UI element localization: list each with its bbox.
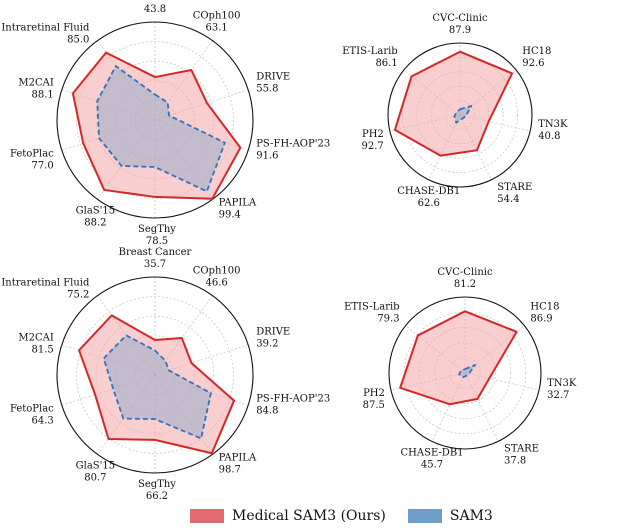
category-label-chase-db1: CHASE-DB1: [397, 186, 460, 197]
category-label-ps-fh-aop-23: PS-FH-AOP'23: [256, 138, 330, 149]
legend-label-sam3: SAM3: [449, 508, 493, 524]
value-label-hc18: 86.9: [530, 314, 552, 325]
category-label-hc18: HC18: [530, 302, 559, 313]
category-label-tn3k: TN3K: [547, 378, 577, 389]
category-label-etis-larib: ETIS-Larib: [342, 46, 398, 57]
value-label-segthy: 66.2: [146, 491, 168, 502]
category-label-m2cai: M2CAI: [18, 78, 53, 89]
value-label-chase-db1: 62.6: [418, 198, 440, 209]
category-label-glas-15: GlaS'15: [76, 460, 115, 471]
outer-ring: [56, 21, 254, 219]
category-label-stare: STARE: [504, 443, 539, 454]
value-label-cvc-clinic: 81.2: [454, 279, 476, 290]
series-sam3-polygon: [102, 334, 212, 440]
category-label-drive: DRIVE: [256, 72, 290, 83]
series-sam3-polygon: [96, 65, 226, 193]
value-label-tn3k: 40.8: [538, 131, 560, 142]
category-label-stare: STARE: [497, 182, 532, 193]
value-label-etis-larib: 79.3: [377, 314, 399, 325]
category-label-m2cai: M2CAI: [18, 333, 53, 344]
value-label-tn3k: 32.7: [547, 390, 569, 401]
outer-ring: [56, 276, 254, 474]
series-sam3-polygon: [458, 364, 477, 379]
value-label-coph100: 46.6: [205, 278, 227, 289]
category-label-segthy: SegThy: [138, 479, 176, 490]
value-label-coph100: 63.1: [205, 23, 227, 34]
value-label-intraretinal-fluid: 75.2: [67, 290, 89, 301]
category-label-ph2: PH2: [363, 388, 385, 399]
value-label-papila: 99.4: [219, 209, 241, 220]
value-label-fetoplac: 64.3: [32, 415, 54, 426]
series-sam3-polygon: [453, 105, 473, 124]
value-label-ph2: 87.5: [363, 400, 385, 411]
category-label-cvc-clinic: CVC-Clinic: [437, 267, 493, 278]
series-medical-sam3-polygon: [399, 310, 518, 406]
category-label-glas-15: GlaS'15: [76, 205, 115, 216]
category-label-papila: PAPILA: [219, 197, 257, 208]
outer-ring: [387, 42, 533, 188]
value-label-segthy: 78.5: [146, 236, 168, 247]
outer-ring: [388, 296, 542, 450]
legend-item-ours: Medical SAM3 (Ours): [190, 508, 386, 524]
value-label-stare: 54.4: [497, 194, 519, 205]
category-label-tn3k: TN3K: [538, 119, 568, 130]
value-label-hc18: 92.6: [522, 58, 544, 69]
category-label-fetoplac: FetoPlac: [10, 403, 54, 414]
series-medical-sam3-polygon: [393, 50, 514, 157]
value-label-drive: 55.8: [256, 84, 278, 95]
category-label-segthy: SegThy: [138, 224, 176, 235]
value-label-m2cai: 81.5: [32, 345, 54, 356]
grid-ring: [76, 296, 234, 454]
grid-ring: [418, 326, 511, 419]
legend: Medical SAM3 (Ours) SAM3: [190, 505, 515, 527]
value-label-glas-15: 80.7: [84, 472, 106, 483]
category-label-coph100: COph100: [193, 266, 241, 277]
category-label-chase-db1: CHASE-DB1: [401, 447, 464, 458]
grid-ring: [76, 41, 234, 199]
category-label-intraretinal-fluid: Intraretinal Fluid: [1, 278, 90, 289]
legend-swatch-ours: [190, 509, 224, 523]
value-label-ph2: 92.7: [362, 141, 384, 152]
category-label-intraretinal-fluid: Intraretinal Fluid: [1, 23, 90, 34]
category-label-ps-fh-aop-23: PS-FH-AOP'23: [256, 393, 330, 404]
value-label-m2cai: 88.1: [32, 90, 54, 101]
category-label-etis-larib: ETIS-Larib: [344, 302, 400, 313]
category-label-coph100: COph100: [193, 11, 241, 22]
category-label-breast-cancer: Breast Cancer: [119, 247, 192, 258]
category-label-hc18: HC18: [522, 46, 551, 57]
category-label-fetoplac: FetoPlac: [10, 148, 54, 159]
value-label-drive: 39.2: [256, 339, 278, 350]
grid-ring: [434, 342, 496, 404]
legend-swatch-sam3: [407, 509, 442, 523]
category-label-papila: PAPILA: [219, 452, 257, 463]
value-label-breast-cancer: 43.8: [144, 4, 166, 15]
value-label-chase-db1: 45.7: [421, 459, 443, 470]
category-label-cvc-clinic: CVC-Clinic: [432, 13, 488, 24]
value-label-etis-larib: 86.1: [375, 58, 397, 69]
grid-ring: [416, 71, 504, 159]
value-label-ps-fh-aop-23: 84.8: [256, 405, 278, 416]
legend-label-ours: Medical SAM3 (Ours): [232, 508, 386, 524]
value-label-papila: 98.7: [219, 464, 241, 475]
value-label-cvc-clinic: 87.9: [449, 25, 471, 36]
category-label-drive: DRIVE: [256, 327, 290, 338]
value-label-intraretinal-fluid: 85.0: [67, 35, 89, 46]
category-label-ph2: PH2: [362, 129, 384, 140]
value-label-breast-cancer: 35.7: [144, 259, 166, 270]
grid-ring: [403, 311, 527, 435]
legend-item-sam3: SAM3: [407, 508, 493, 524]
value-label-fetoplac: 77.0: [32, 160, 54, 171]
value-label-glas-15: 88.2: [84, 217, 106, 228]
category-label-breast-cancer: Breast Cancer: [119, 0, 192, 3]
value-label-ps-fh-aop-23: 91.6: [256, 150, 278, 161]
value-label-stare: 37.8: [504, 455, 526, 466]
